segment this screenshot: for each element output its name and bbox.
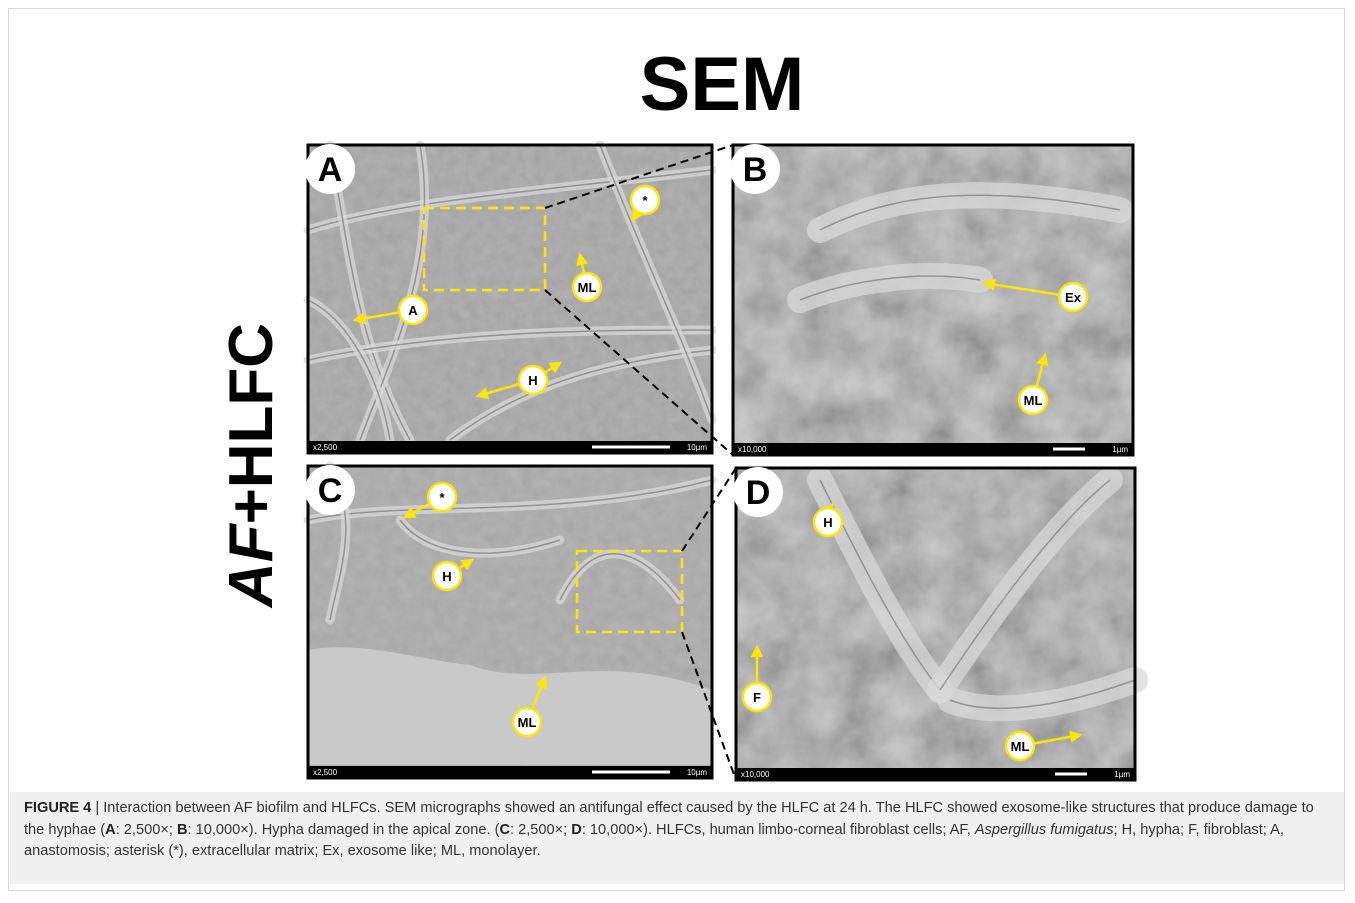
panel-letter: B — [743, 151, 768, 189]
structure-label: Ex — [1065, 290, 1082, 305]
structure-label: F — [753, 690, 761, 705]
scale-bar-label: 10µm — [687, 443, 708, 452]
caption-text: B — [177, 822, 188, 838]
caption-text: : 10,000×). HLFCs, human limbo-corneal f… — [582, 822, 975, 838]
magnification: x2,500 — [313, 443, 338, 452]
scale-bar-label: 10µm — [687, 768, 708, 777]
magnification: x10,000 — [738, 445, 767, 454]
row-label-rest: +HLFC — [217, 323, 286, 525]
page: {"figure": { "title": "SEM", "row_label"… — [0, 0, 1355, 903]
caption-text: A — [105, 822, 116, 838]
caption-text: : 2,500×; — [116, 822, 177, 838]
structure-label: ML — [518, 715, 537, 730]
structure-label: ML — [578, 280, 597, 295]
row-label-italic: AF — [217, 522, 286, 609]
caption-text: : 10,000×). Hypha damaged in the apical … — [188, 822, 500, 838]
caption-text: D — [571, 822, 582, 838]
magnification: x2,500 — [313, 768, 338, 777]
caption-text: FIGURE 4 — [24, 800, 91, 816]
magnification: x10,000 — [741, 770, 770, 779]
panel-letter: D — [746, 474, 771, 512]
caption-text: C — [499, 822, 510, 838]
structure-label: H — [442, 569, 451, 584]
structure-label: H — [823, 515, 832, 530]
caption-text: : 2,500×; — [510, 822, 571, 838]
structure-label: ML — [1024, 393, 1043, 408]
panel-letter: A — [318, 151, 343, 189]
panel-letter: C — [318, 472, 343, 510]
scale-bar-label: 1µm — [1114, 770, 1130, 779]
structure-label: H — [528, 373, 537, 388]
structure-label: ML — [1011, 739, 1030, 754]
figure-title: SEM — [640, 42, 805, 127]
scale-bar-label: 1µm — [1112, 445, 1128, 454]
caption: FIGURE 4 | Interaction between AF biofil… — [10, 792, 1344, 884]
structure-label: A — [408, 303, 418, 318]
caption-text: Aspergillus fumigatus — [975, 822, 1114, 838]
row-label: AF+HLFC — [217, 323, 286, 609]
